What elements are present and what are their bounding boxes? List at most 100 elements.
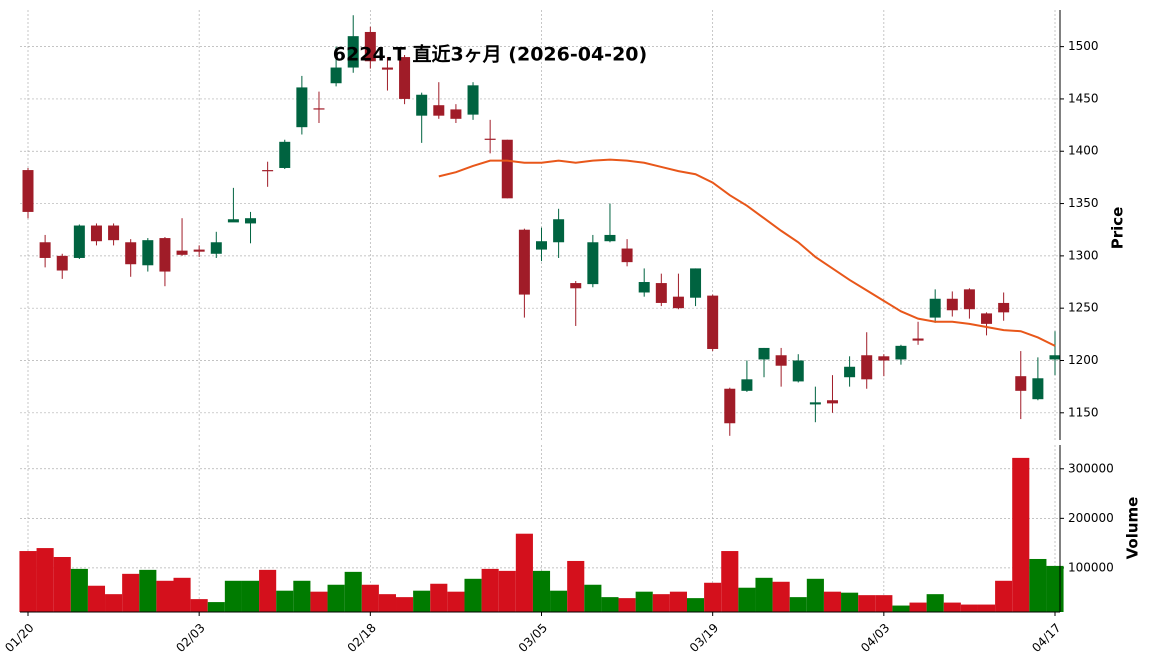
candle-body — [912, 338, 924, 341]
candle-body — [467, 85, 479, 115]
candle-body — [758, 347, 770, 360]
candle-body — [1049, 355, 1061, 360]
candle-body — [844, 366, 856, 378]
candle-body — [741, 379, 753, 391]
candle-body — [655, 283, 667, 303]
volume-bar — [601, 597, 619, 612]
volume-bar — [207, 602, 225, 612]
candle-body — [553, 219, 565, 243]
candle-body — [861, 355, 873, 380]
candle-body — [570, 283, 582, 289]
candle-body — [450, 109, 462, 119]
y-tick-label: 1500 — [1068, 39, 1099, 53]
volume-bar — [926, 594, 944, 612]
candle-body — [381, 67, 393, 70]
y-tick-label: 1200 — [1068, 353, 1099, 367]
volume-bar — [156, 580, 174, 612]
candle-body — [347, 36, 359, 68]
candle-body — [73, 225, 85, 258]
candle-body — [330, 67, 342, 84]
volume-bar — [19, 551, 37, 612]
volume-bar — [36, 548, 54, 612]
volume-bar — [584, 584, 602, 612]
volume-bar — [173, 577, 191, 612]
candle-body — [981, 313, 993, 324]
volume-bar — [823, 591, 842, 612]
candle-body — [159, 238, 171, 272]
candle-body — [227, 219, 239, 223]
candle-body — [963, 289, 975, 310]
x-tick-label: 03/05 — [516, 621, 550, 655]
x-tick-label: 02/18 — [345, 621, 379, 655]
candle-body — [313, 108, 325, 110]
moving-average-line — [438, 158, 1056, 347]
candle-body — [621, 248, 633, 263]
volume-bar — [53, 556, 71, 612]
y-axis-label: Volume — [1124, 497, 1142, 560]
candle-body — [518, 229, 530, 295]
y-tick-label: 1150 — [1068, 405, 1099, 419]
volume-bar — [276, 590, 294, 612]
y-tick-label: 1250 — [1068, 301, 1099, 315]
volume-bar — [413, 590, 431, 612]
volume-bar — [789, 597, 807, 612]
volume-bar — [532, 570, 551, 612]
candle-body — [296, 87, 308, 128]
volume-bar — [1046, 565, 1064, 612]
candle-body — [826, 400, 838, 404]
candle-body — [809, 402, 821, 405]
candle-body — [210, 242, 222, 254]
volume-bar — [567, 560, 585, 612]
candle-body — [604, 234, 616, 242]
volume-bar — [378, 594, 397, 612]
volume-bar — [806, 578, 824, 612]
candle-body — [501, 139, 513, 199]
candle-body — [998, 302, 1010, 313]
candle-body — [946, 298, 958, 311]
chart-title: 6224.T 直近3ヶ月 (2026-04-20) — [333, 43, 647, 66]
volume-bar — [327, 584, 345, 612]
candle-body — [262, 170, 274, 172]
y-tick-label: 300000 — [1068, 461, 1114, 475]
candle-body — [416, 94, 428, 116]
x-tick-label: 04/17 — [1029, 621, 1063, 655]
candle-body — [1032, 378, 1044, 400]
x-tick-label: 01/20 — [2, 621, 36, 655]
volume-bar — [892, 605, 910, 612]
y-tick-label: 200000 — [1068, 511, 1114, 525]
candle-body — [125, 242, 137, 265]
volume-bar — [498, 570, 516, 612]
volume-bar — [755, 577, 773, 612]
volume-bar — [977, 604, 996, 612]
volume-bar — [344, 571, 362, 612]
candle-body — [672, 296, 684, 309]
candle-body — [707, 295, 719, 349]
volume-bar — [1012, 457, 1030, 612]
volume-bar — [721, 551, 739, 612]
volume-bar — [1029, 558, 1047, 612]
y-tick-label: 100000 — [1068, 560, 1114, 574]
candle-body — [176, 250, 188, 255]
candle-body — [142, 240, 154, 266]
candle-body — [638, 282, 650, 293]
volume-bar — [738, 587, 756, 612]
candle-body — [22, 170, 34, 212]
volume-bar — [686, 598, 705, 612]
candle-body — [364, 31, 376, 62]
y-axis-label: Price — [1109, 207, 1127, 250]
volume-bar — [943, 602, 961, 612]
candle-body — [536, 241, 547, 250]
x-tick-label: 04/03 — [858, 621, 892, 655]
y-tick-label: 1350 — [1068, 196, 1099, 210]
candle-body — [56, 255, 68, 271]
volume-bar — [396, 597, 414, 612]
volume-bar — [772, 581, 790, 612]
volume-bar — [550, 590, 568, 612]
candle-body — [193, 249, 205, 252]
candle-body — [775, 355, 787, 366]
volume-bar — [224, 580, 242, 612]
volume-bar — [70, 568, 88, 612]
candle-body — [279, 141, 291, 168]
volume-bar — [841, 592, 859, 612]
candle-body — [792, 360, 804, 382]
